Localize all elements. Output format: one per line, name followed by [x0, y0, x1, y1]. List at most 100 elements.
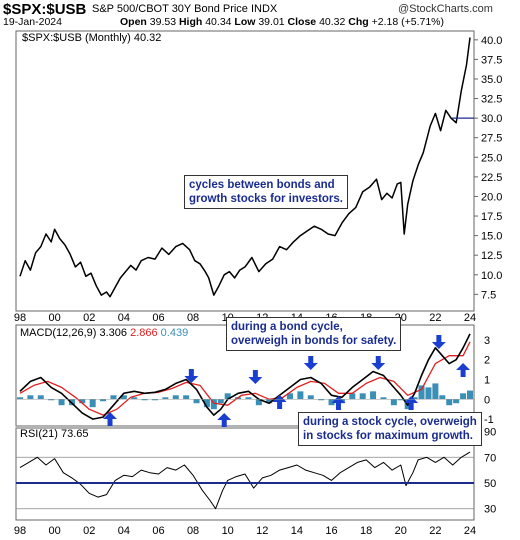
macd-histogram-bar — [397, 399, 404, 401]
x-tick-label-98: 98 — [14, 312, 26, 324]
signal-line — [19, 341, 471, 416]
symbol-label: $SPX:$USB — [3, 1, 87, 18]
rsi-legend-prefix: RSI(21) — [20, 428, 58, 440]
macd-y-tick-label: 1 — [484, 374, 490, 386]
macd-histogram-bar — [217, 399, 224, 404]
annotation-stock: during a stock cycle, overweigh in stock… — [298, 412, 482, 446]
macd-histogram-bar — [224, 393, 231, 400]
arrow-down-icon — [371, 356, 386, 370]
macd-histogram-bar — [162, 397, 169, 400]
macd-y-tick-label: 3 — [484, 335, 490, 347]
macd-histogram-bar — [17, 397, 23, 400]
arrow-up-icon — [456, 363, 471, 377]
annotation-stock-line1: during a stock cycle, overweigh — [303, 416, 477, 428]
macd-histogram-bar — [411, 397, 418, 400]
price-line — [19, 37, 471, 298]
price-y-tick-label: 37.5 — [481, 54, 502, 66]
x-tick-label-98: 98 — [14, 525, 26, 537]
macd-histogram-bar — [460, 393, 467, 400]
close-value: 40.32 — [319, 16, 346, 28]
macd-histogram-bar — [141, 399, 148, 401]
x-tick-label-18: 18 — [360, 525, 372, 537]
macd-y-tick-label: 0 — [484, 394, 490, 406]
x-tick-label-24: 24 — [464, 525, 476, 537]
macd-legend-prefix: MACD(12,26,9) — [20, 327, 96, 339]
macd-histogram-bar — [349, 393, 356, 400]
macd-histogram-bar — [89, 399, 96, 408]
rsi-panel-frame — [15, 427, 475, 521]
date-label: 19-Jan-2024 — [3, 16, 62, 28]
price-y-tick-label: 17.5 — [481, 211, 502, 223]
macd-histogram-bar — [48, 399, 55, 401]
macd-histogram-bar — [425, 387, 432, 400]
close-label: Close — [287, 16, 317, 28]
macd-histogram-bar — [210, 399, 217, 410]
x-tick-label-02: 02 — [83, 312, 95, 324]
price-y-ticks: 7.5 10.0 12.5 15.0 17.5 20.0 22.5 25.0 27.5 30.0 3… — [474, 35, 502, 301]
macd-histogram-bar — [203, 399, 210, 408]
macd-histogram-bar — [328, 399, 335, 406]
x-tick-label-22: 22 — [429, 312, 441, 324]
macd-y-tick-label: 2 — [484, 355, 490, 367]
rsi-legend: RSI(21) 73.65 — [20, 428, 89, 440]
macd-histogram-bar — [27, 395, 34, 400]
arrow-up-icon — [331, 396, 346, 410]
macd-histogram — [17, 383, 473, 410]
macd-histogram-bar — [307, 395, 314, 400]
macd-histogram-bar — [297, 391, 304, 400]
macd-value: 3.306 — [99, 327, 127, 339]
macd-histogram-bar — [380, 397, 387, 400]
macd-histogram-bar — [120, 395, 127, 400]
rsi-line — [19, 451, 471, 510]
x-tick-label-08: 08 — [187, 525, 199, 537]
description-label: S&P 500/CBOT 30Y Bond Price INDX — [92, 3, 278, 15]
low-label: Low — [234, 16, 256, 28]
x-ticks-bottom: 98 00 02 04 06 08 10 12 14 16 18 20 22 24 — [14, 525, 476, 537]
price-y-tick-label: 12.5 — [481, 250, 502, 262]
macd-histogram-bar — [418, 385, 425, 400]
x-tick-label-04: 04 — [118, 525, 130, 537]
x-tick-label-12: 12 — [256, 525, 268, 537]
annotation-top-line1: cycles between bonds and — [189, 179, 335, 191]
rsi-y-ticks: 30 50 70 90 — [16, 427, 496, 516]
ohlc-quote: Open 39.53 High 40.34 Low 39.01 Close 40… — [120, 16, 444, 28]
price-panel-frame — [15, 30, 475, 312]
x-tick-label-00: 00 — [48, 312, 60, 324]
price-y-tick-label: 15.0 — [481, 231, 502, 243]
arrow-down-icon — [248, 370, 263, 384]
macd-histogram-bar — [359, 393, 366, 400]
x-tick-label-04: 04 — [118, 312, 130, 324]
price-y-tick-label: 10.0 — [481, 270, 502, 282]
macd-histogram-bar — [439, 395, 446, 400]
macd-histogram-bar — [245, 397, 252, 400]
signal-value: 2.866 — [130, 327, 158, 339]
macd-histogram-bar — [390, 399, 397, 406]
rsi-y-tick-label: 70 — [484, 452, 496, 464]
x-tick-label-06: 06 — [152, 312, 164, 324]
price-y-tick-label: 25.0 — [481, 152, 502, 164]
x-tick-label-20: 20 — [395, 525, 407, 537]
x-tick-label-02: 02 — [83, 525, 95, 537]
macd-histogram-bar — [183, 395, 190, 400]
price-y-tick-label: 40.0 — [481, 35, 502, 47]
rsi-y-tick-label: 30 — [484, 504, 496, 516]
annotation-top-line2: growth stocks for investors. — [189, 193, 344, 205]
x-tick-label-00: 00 — [48, 525, 60, 537]
x-tick-label-14: 14 — [291, 525, 303, 537]
annotation-top: cycles between bonds and growth stocks f… — [184, 175, 349, 209]
arrow-down-icon — [431, 335, 446, 349]
macd-histogram-bar — [467, 390, 473, 400]
price-y-tick-label: 35.0 — [481, 74, 502, 86]
macd-histogram-bar — [58, 399, 65, 406]
macd-histogram-bar — [266, 399, 273, 404]
macd-legend: MACD(12,26,9) 3.306 2.866 0.439 — [20, 327, 188, 339]
price-y-tick-label: 7.5 — [481, 289, 496, 301]
annotation-bond-line2: overweigh in bonds for safety. — [231, 335, 397, 347]
watermark-label: @StockCharts.com — [398, 3, 493, 15]
high-label: High — [178, 16, 203, 28]
macd-histogram-bar — [152, 399, 158, 401]
chg-value: +2.18 (+5.71%) — [371, 16, 444, 28]
high-value: 40.34 — [205, 16, 232, 28]
arrow-up-icon — [272, 395, 287, 409]
rsi-y-tick-label: 50 — [484, 478, 496, 490]
